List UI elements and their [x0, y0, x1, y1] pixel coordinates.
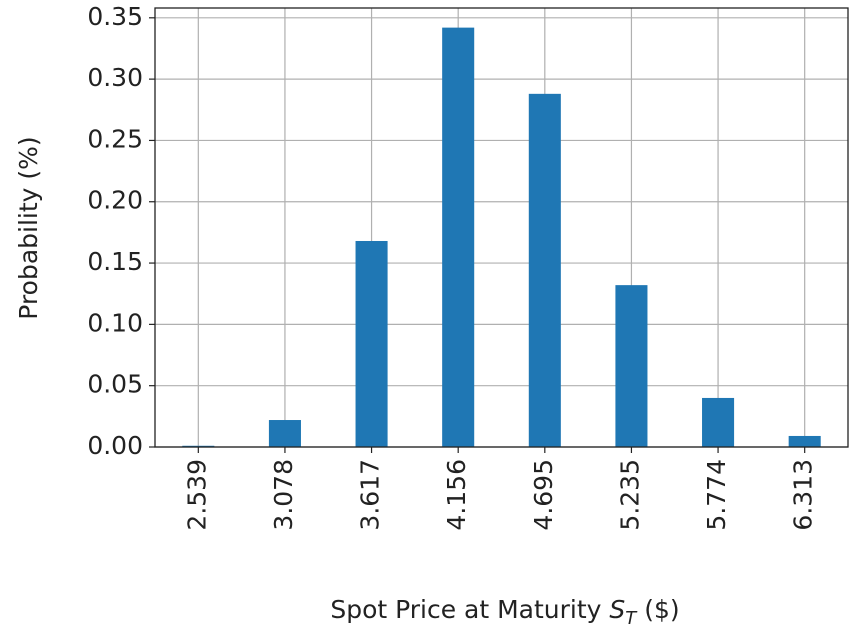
x-tick-label: 5.774 [702, 459, 731, 531]
bar [268, 420, 301, 447]
y-tick-label: 0.25 [87, 124, 143, 153]
x-label-subscript: T [625, 608, 638, 629]
bar [615, 285, 648, 447]
plot-frame [154, 7, 849, 448]
x-tick-label: 3.617 [356, 459, 385, 531]
x-tick-label: 2.539 [182, 459, 211, 531]
bar [788, 435, 821, 447]
y-tick-label: 0.35 [87, 2, 143, 31]
bar [702, 397, 735, 447]
y-tick-label: 0.10 [87, 308, 143, 337]
bar [355, 240, 388, 447]
x-label-unit: ($) [636, 595, 679, 624]
y-tick-label: 0.15 [87, 247, 143, 276]
y-tick-label: 0.30 [87, 63, 143, 92]
x-tick-label: 4.695 [529, 459, 558, 531]
x-tick-label: 6.313 [789, 459, 818, 531]
x-axis-label: Spot Price at Maturity ST ($) [330, 595, 679, 629]
y-tick-label: 0.20 [87, 186, 143, 215]
x-tick-label: 5.235 [615, 459, 644, 531]
x-tick-label: 3.078 [269, 459, 298, 531]
x-label-symbol: S [609, 595, 625, 624]
y-axis-label: Probability (%) [14, 136, 43, 319]
bar [442, 27, 475, 447]
bar [528, 93, 561, 448]
y-tick-label: 0.05 [87, 370, 143, 399]
y-tick-label: 0.00 [87, 431, 143, 460]
x-tick-label: 4.156 [442, 459, 471, 531]
x-label-text: Spot Price at Maturity [330, 595, 609, 624]
